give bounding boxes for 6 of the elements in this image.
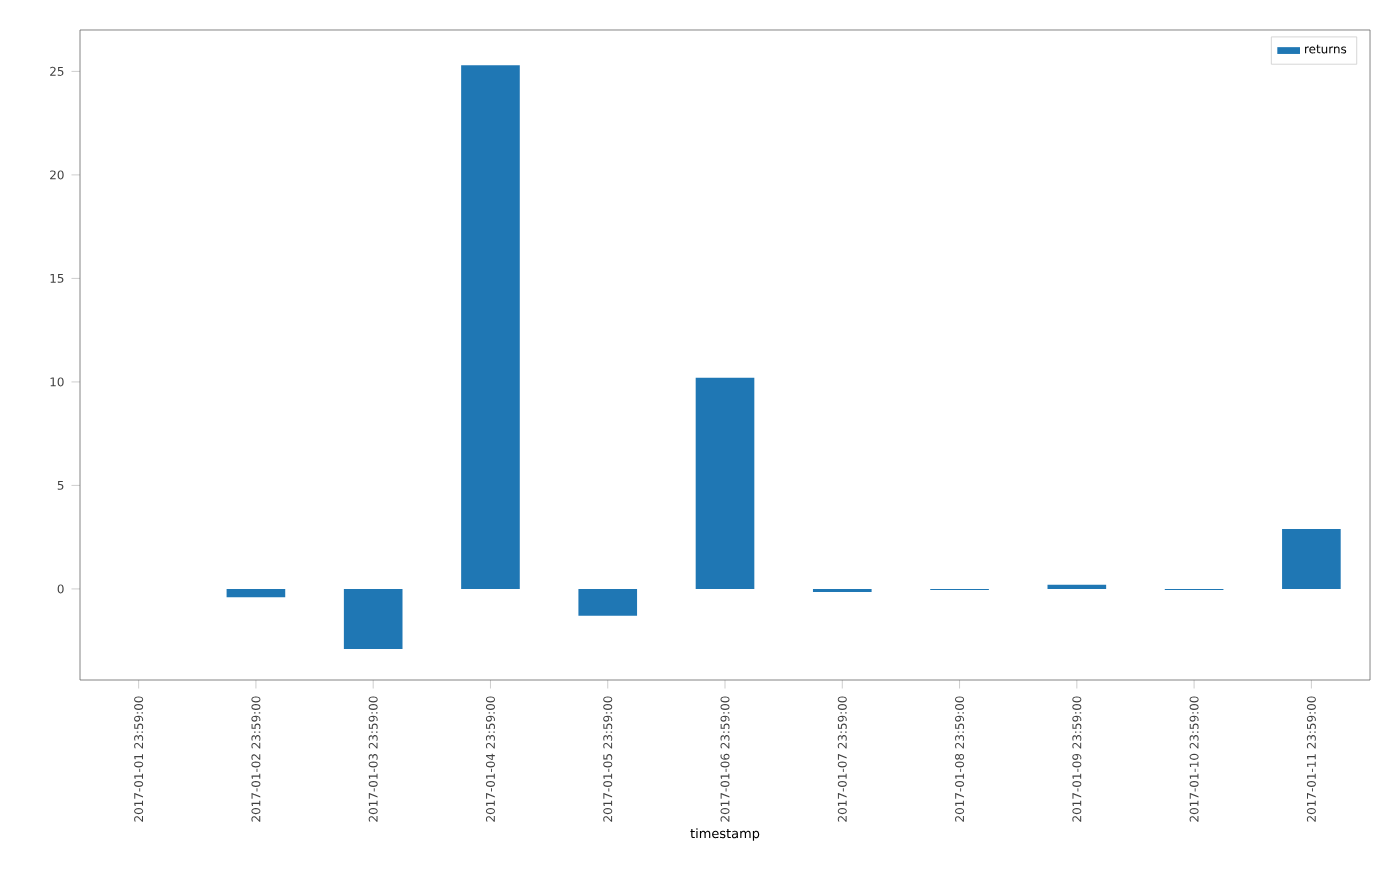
bar — [226, 588, 286, 598]
bar — [343, 588, 403, 649]
bar — [578, 588, 638, 616]
bar — [461, 65, 520, 589]
bar — [695, 377, 755, 589]
bar — [1282, 528, 1341, 589]
